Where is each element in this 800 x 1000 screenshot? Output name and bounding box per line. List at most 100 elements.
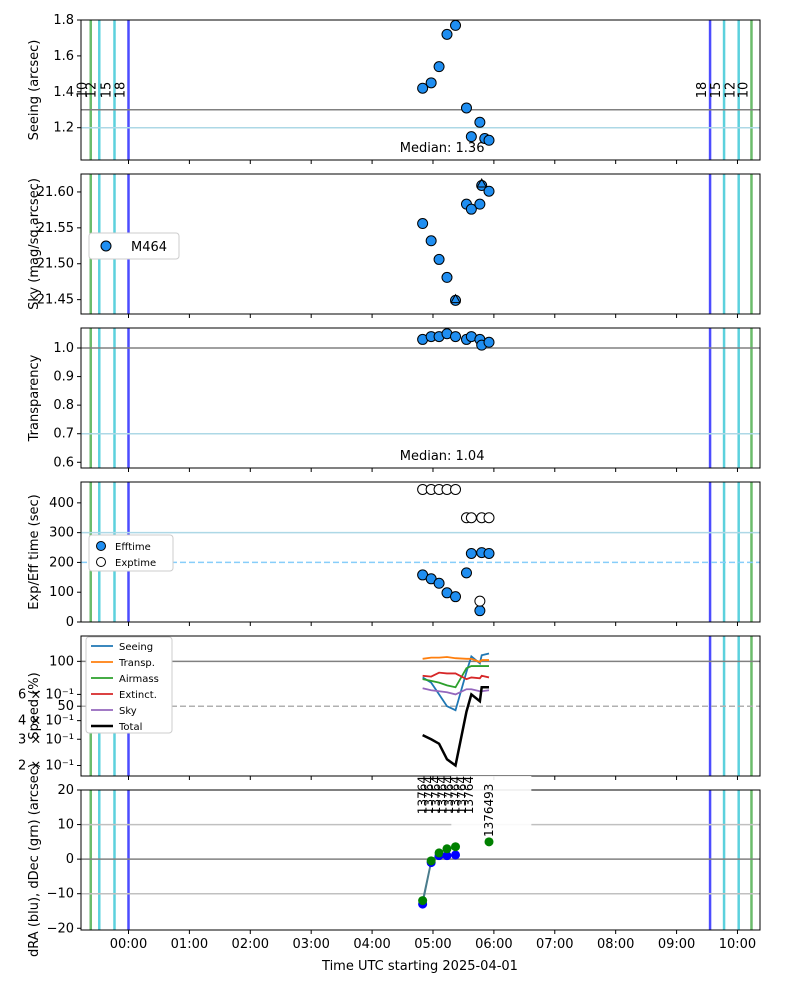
data-point (433, 61, 445, 73)
exposure-id-label: 13764 (429, 776, 443, 814)
y-tick-label: 1.8 (53, 13, 74, 28)
data-point (483, 336, 495, 348)
twilight-label: 12 (724, 82, 739, 99)
series-line-sky (422, 687, 490, 696)
axes-frame (80, 481, 761, 623)
axes-frame (80, 327, 761, 469)
exposure-id-label: 13764 (455, 776, 469, 814)
y-tick-label: 21.50 (37, 257, 74, 272)
y-tick-label: 4 × 10⁻¹ (18, 714, 74, 729)
x-tick-label: 07:00 (536, 937, 573, 952)
y-axis-label: Transparency (27, 354, 42, 442)
y-tick-label: 0 (66, 852, 74, 867)
panel-6: −20 −10 0 10 20 00:00 01:00 02:00 03:00 04:00 05:0… (27, 763, 761, 957)
data-point (474, 198, 486, 210)
x-tick-label: 10:00 (719, 937, 756, 952)
triangle-marker (476, 178, 488, 188)
y-tick-label: 21.55 (37, 221, 74, 236)
exposure-id-label: 1376493 (482, 784, 496, 837)
data-point (483, 134, 495, 146)
ddec-point (484, 837, 494, 847)
legend-marker (96, 557, 106, 567)
median-annotation: Median: 1.36 (400, 141, 485, 156)
x-tick-label: 05:00 (414, 937, 451, 952)
x-tick-label: 06:00 (475, 937, 512, 952)
twilight-label: 18 (113, 82, 128, 99)
legend: M464 (88, 232, 180, 260)
twilight-label: 10 (736, 82, 751, 99)
y-tick-label: 300 (49, 526, 74, 541)
data-point (433, 253, 445, 265)
legend-marker (100, 240, 112, 252)
exposure-id-label: 13764 (435, 776, 449, 814)
twilight-label: 18 (695, 82, 710, 99)
data-point-efftime (483, 547, 495, 559)
data-point-efftime (465, 547, 477, 559)
y-tick-label: 0.9 (53, 370, 74, 385)
x-tick-label: 01:00 (171, 937, 208, 952)
y-tick-label: 21.60 (37, 185, 74, 200)
legend: Seeing Transp. Airmass Extinct. Sky Total (85, 636, 173, 734)
y-tick-label: 20 (57, 783, 74, 798)
data-point (460, 102, 472, 114)
data-point-exptime (450, 483, 462, 495)
data-point (425, 77, 437, 89)
x-tick-label: 03:00 (292, 937, 329, 952)
y-tick-label: 6 × 10⁻¹ (18, 687, 74, 702)
data-point-exptime (483, 512, 495, 524)
data-point (441, 28, 453, 40)
series-line-transp (422, 656, 490, 664)
data-point-efftime (474, 605, 486, 617)
exposure-id-label: 13764 (449, 776, 463, 814)
y-axis-label: Exp/Eff time (sec) (27, 494, 42, 609)
data-point-exptime (474, 595, 486, 607)
series-line-airmass (422, 665, 490, 689)
y-tick-label: 50 (57, 699, 74, 714)
twilight-label: 15 (709, 82, 724, 99)
y-tick-label: 21.45 (37, 293, 74, 308)
dra-point (451, 850, 461, 860)
series-line-extinct (422, 671, 490, 681)
y-tick-label: −20 (47, 921, 74, 936)
y-tick-label: 0.8 (53, 398, 74, 413)
legend-box (85, 636, 173, 734)
exposure-id-label: 13764 (422, 776, 436, 814)
twilight-label: 12 (84, 82, 99, 99)
ddec-point (426, 856, 436, 866)
y-tick-label: 100 (49, 654, 74, 669)
median-annotation: Median: 1.04 (400, 449, 485, 464)
twilight-label: 10 (76, 82, 91, 99)
panel-4: 0 100 200 300 400 Exp/Eff time (sec) Efftime Ex… (27, 481, 761, 630)
y-axis-label: Speed (%) (27, 672, 42, 739)
data-point (483, 185, 495, 197)
y-axis-label: Seeing (arcsec) (27, 40, 42, 141)
data-point (441, 271, 453, 283)
y-tick-label: 200 (49, 555, 74, 570)
legend-marker (96, 541, 106, 551)
y-tick-label: 3 × 10⁻¹ (18, 732, 74, 747)
y-tick-label: 1.6 (53, 49, 74, 64)
triangle-marker (450, 293, 461, 304)
ddec-point (434, 848, 444, 858)
exposure-id-label: 13764 (462, 776, 476, 814)
legend-label: M464 (131, 240, 167, 255)
data-point (425, 235, 437, 247)
data-point (450, 331, 462, 343)
x-tick-label: 09:00 (658, 937, 695, 952)
y-tick-label: 0.6 (53, 455, 74, 470)
y-tick-label: 0.7 (53, 427, 74, 442)
x-tick-label: 00:00 (110, 937, 147, 952)
ddec-point (442, 844, 452, 854)
axes-frame (80, 173, 761, 315)
annotation-box (394, 446, 491, 466)
data-point-efftime (450, 591, 462, 603)
y-tick-label: 2 × 10⁻¹ (18, 758, 74, 773)
exposure-id-label: 13764 (416, 776, 430, 814)
panel-3: 0.6 0.7 0.8 0.9 1.0 Transparency Median: 1.04 (27, 327, 761, 472)
legend-box (88, 232, 180, 260)
y-tick-label: 10 (57, 818, 74, 833)
